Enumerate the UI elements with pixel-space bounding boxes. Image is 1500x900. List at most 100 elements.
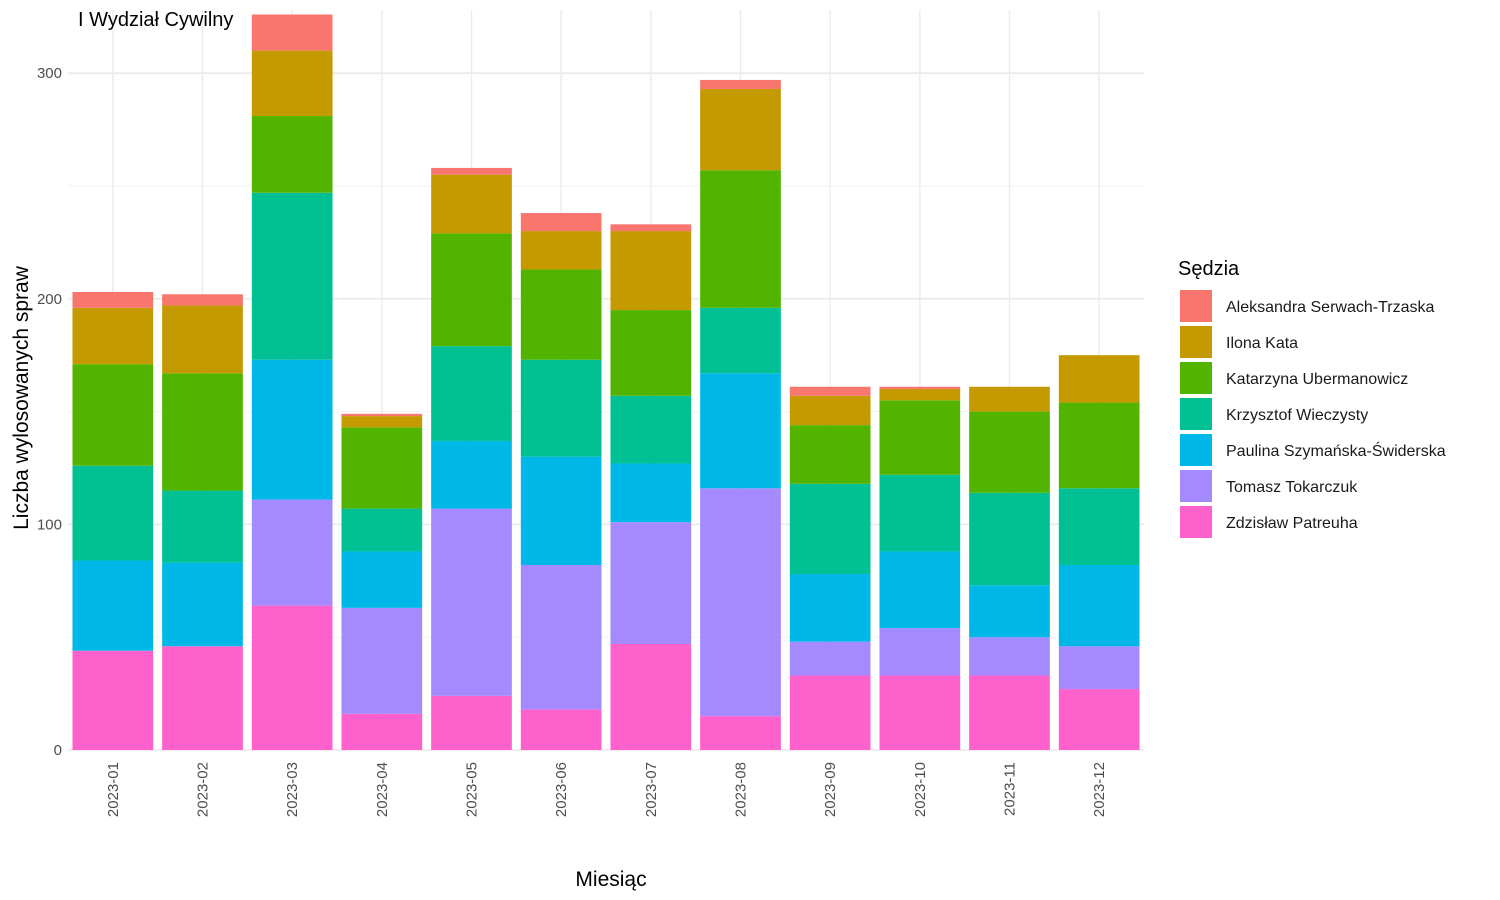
bar-segment	[789, 483, 871, 575]
legend-label: Paulina Szymańska-Świderska	[1226, 441, 1446, 460]
grid	[68, 10, 1144, 751]
y-axis-ticks: 0 100 200 300	[37, 65, 62, 759]
bar-segment	[72, 560, 154, 651]
bar-segment	[610, 463, 692, 523]
bar-segment	[610, 310, 692, 396]
legend-swatch	[1180, 506, 1212, 538]
bar-segment	[879, 474, 961, 552]
bar-segment	[162, 373, 243, 491]
x-tick-label: 2023-11	[1002, 762, 1019, 816]
x-axis-ticks: 2023-01 2023-02 2023-03 2023-04 2023-05 2023-…	[105, 762, 1108, 817]
legend: Aleksandra Serwach-Trzaska Ilona Kata Kata…	[1180, 290, 1446, 538]
chart-title: I Wydział Cywilny	[78, 9, 233, 31]
bar-segment	[341, 508, 423, 552]
bar-segment	[700, 88, 781, 171]
bar-segment	[520, 231, 602, 270]
legend-label: Ilona Kata	[1226, 335, 1298, 352]
bar-segment	[879, 551, 961, 629]
legend-swatch	[1180, 434, 1212, 466]
legend-swatch	[1180, 398, 1212, 430]
bar-segment	[1058, 355, 1140, 403]
bar-segment	[251, 116, 333, 193]
bar-segment	[251, 605, 333, 750]
bar-segment	[431, 695, 512, 750]
bar-segment	[969, 585, 1050, 638]
x-tick-label: 2023-07	[643, 762, 660, 817]
bar-segment	[251, 50, 333, 117]
legend-label: Katarzyna Ubermanowicz	[1226, 371, 1408, 388]
legend-swatch	[1180, 362, 1212, 394]
bar-segment	[789, 675, 871, 750]
bar-segment	[431, 233, 512, 347]
bar-segment	[162, 305, 243, 374]
y-tick-label: 0	[54, 742, 62, 759]
bar-segment	[431, 440, 512, 509]
x-tick-label: 2023-06	[553, 762, 570, 817]
bar-segment	[72, 650, 154, 750]
bar-segment	[1058, 402, 1140, 489]
x-tick-label: 2023-08	[733, 762, 750, 817]
bar-segment	[520, 213, 602, 232]
legend-swatch	[1180, 290, 1212, 322]
x-axis-title: Miesiąc	[575, 868, 646, 891]
bar-segment	[520, 269, 602, 360]
bar-segment	[969, 637, 1050, 676]
bar-segment	[341, 413, 423, 417]
bar-segment	[969, 386, 1050, 412]
bar-segment	[162, 562, 243, 647]
bar-segment	[789, 386, 871, 396]
bars	[72, 14, 1140, 750]
bar-segment	[72, 364, 154, 466]
bar-segment	[341, 607, 423, 714]
x-tick-label: 2023-03	[284, 762, 301, 817]
bar-segment	[72, 292, 154, 308]
bar-segment	[72, 307, 154, 365]
bar-segment	[700, 373, 781, 489]
bar-segment	[700, 488, 781, 717]
bar-segment	[700, 79, 781, 89]
legend-title: Sędzia	[1178, 258, 1240, 280]
bar-segment	[251, 14, 333, 51]
bar-segment	[789, 425, 871, 484]
x-tick-label: 2023-05	[464, 762, 481, 817]
bar-segment	[1058, 646, 1140, 690]
bar-segment	[1058, 488, 1140, 565]
bar-segment	[789, 395, 871, 426]
bar-segment	[610, 522, 692, 644]
bar-segment	[520, 456, 602, 565]
bar-segment	[700, 716, 781, 750]
bar-segment	[610, 395, 692, 464]
bar-segment	[520, 359, 602, 457]
y-tick-label: 200	[37, 291, 62, 308]
bar-segment	[879, 400, 961, 475]
bar-segment	[72, 465, 154, 561]
bar-segment	[520, 709, 602, 750]
legend-label: Krzysztof Wieczysty	[1226, 407, 1368, 424]
bar-segment	[520, 565, 602, 710]
bar-segment	[251, 499, 333, 606]
legend-label: Aleksandra Serwach-Trzaska	[1226, 299, 1434, 316]
bar-segment	[879, 675, 961, 750]
bar-segment	[969, 411, 1050, 493]
y-tick-label: 300	[37, 65, 62, 82]
legend-label: Tomasz Tokarczuk	[1226, 479, 1358, 496]
bar-segment	[1058, 689, 1140, 750]
bar-segment	[879, 628, 961, 676]
bar-segment	[700, 307, 781, 374]
bar-segment	[251, 359, 333, 500]
bar-segment	[879, 389, 961, 401]
bar-segment	[879, 386, 961, 390]
x-tick-label: 2023-04	[374, 762, 391, 817]
bar-segment	[251, 192, 333, 360]
bar-segment	[1058, 565, 1140, 647]
bar-segment	[610, 224, 692, 232]
bar-segment	[431, 174, 512, 234]
bar-segment	[162, 646, 243, 750]
bar-segment	[341, 427, 423, 509]
bar-segment	[431, 167, 512, 175]
y-axis-title: Liczba wylosowanych spraw	[10, 265, 33, 530]
y-tick-label: 100	[37, 516, 62, 533]
bar-segment	[162, 294, 243, 306]
bar-segment	[431, 346, 512, 441]
